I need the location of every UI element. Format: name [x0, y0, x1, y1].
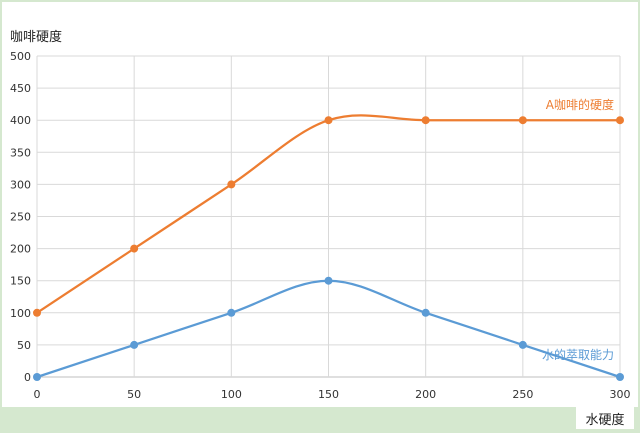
line-chart: 0 50 100 150 200 250 300 350 400 450 500 0 50 100 150… — [10, 50, 631, 401]
data-point — [130, 244, 139, 253]
y-tick-label: 50 — [17, 339, 31, 352]
data-point — [33, 308, 41, 317]
x-tick-label: 50 — [127, 388, 141, 401]
x-tick-label: 100 — [221, 388, 242, 401]
data-point — [227, 180, 236, 189]
x-tick-label: 300 — [610, 388, 631, 401]
series-points — [33, 116, 624, 381]
y-tick-label: 100 — [10, 307, 31, 320]
series-label: A咖啡的硬度 — [546, 97, 614, 112]
data-point — [324, 276, 333, 285]
y-tick-label: 500 — [10, 50, 31, 63]
data-point — [518, 116, 527, 125]
y-tick-label: 400 — [10, 114, 31, 127]
series-label: 水的萃取能力 — [542, 347, 614, 362]
data-point — [130, 340, 139, 349]
y-axis-label: 咖啡硬度 — [10, 26, 63, 45]
grid — [36, 55, 621, 378]
data-point — [324, 116, 333, 125]
chart-frame: 0 50 100 150 200 250 300 350 400 450 500 0 50 100 150… — [2, 2, 638, 407]
data-point — [616, 116, 624, 125]
y-axis-ticks: 0 50 100 150 200 250 300 350 400 450 500 — [10, 50, 31, 384]
x-tick-label: 200 — [415, 388, 436, 401]
y-tick-label: 450 — [10, 82, 31, 95]
data-point — [421, 308, 430, 317]
y-tick-label: 0 — [24, 371, 31, 384]
y-tick-label: 250 — [10, 211, 31, 224]
x-tick-label: 0 — [34, 388, 41, 401]
data-point — [33, 373, 41, 381]
x-tick-label: 150 — [318, 388, 339, 401]
y-tick-label: 300 — [10, 178, 31, 191]
y-tick-label: 200 — [10, 243, 31, 256]
y-tick-label: 350 — [10, 146, 31, 159]
x-axis-label: 水硬度 — [576, 407, 634, 429]
data-point — [518, 340, 527, 349]
y-tick-label: 150 — [10, 275, 31, 288]
x-tick-label: 250 — [512, 388, 533, 401]
data-point — [421, 116, 430, 125]
x-axis-ticks: 0 50 100 150 200 250 300 — [34, 388, 631, 401]
data-point — [616, 373, 624, 381]
data-point — [227, 308, 236, 317]
